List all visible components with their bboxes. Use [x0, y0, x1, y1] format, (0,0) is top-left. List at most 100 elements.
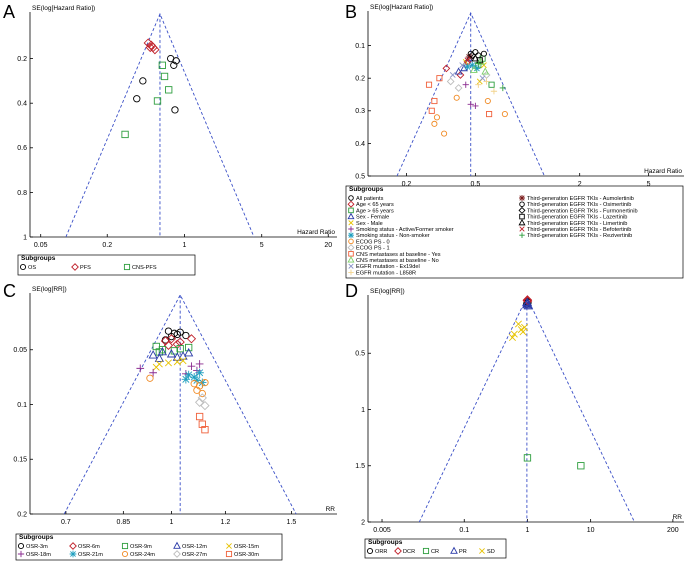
- x-tick-label: 0.1: [459, 527, 469, 534]
- series-sd: [508, 320, 529, 342]
- x-tick-label: 0.05: [34, 242, 48, 249]
- y-tick-label: 0.5: [355, 173, 365, 180]
- point-osr-18m: [149, 368, 157, 377]
- legend-label: SD: [487, 549, 495, 555]
- point-dcr: [523, 296, 533, 306]
- legend-label: All patients: [356, 196, 384, 202]
- legend-entry-cns-metastases-at-baseline-yes: CNS metastases at baseline - Yes: [348, 251, 441, 258]
- legend-label: OS: [28, 265, 36, 271]
- legend-marker: [519, 195, 525, 201]
- legend-label: ECOG PS - 0: [356, 239, 390, 245]
- legend-entry-osr-12m: OSR-12m: [173, 541, 207, 550]
- point-osr-18m: [187, 362, 196, 371]
- point-third-generation-egfr-tkis-osimertinib: [480, 50, 487, 57]
- y-tick-label: 0.1: [355, 43, 365, 50]
- point-cns-metastases-at-baseline-yes: [428, 107, 435, 114]
- point-egfr-mutation-l858r: [475, 81, 482, 88]
- x-tick-label: 1.2: [221, 519, 231, 526]
- point-os: [170, 61, 178, 69]
- legend-label: OSR-6m: [78, 544, 100, 550]
- series-osr-30m: [195, 412, 209, 434]
- y-axis-label: SE(log[Hazard Ratio]): [32, 5, 95, 12]
- y-tick-label: 0.1: [17, 402, 27, 409]
- legend-entry-smoking-status-non-smoker: Smoking status - Non-smoker: [348, 232, 430, 239]
- legend-box: [364, 538, 507, 559]
- point-smoking-status-non-smoker: [468, 61, 476, 69]
- y-tick-label: 0.5: [355, 351, 365, 358]
- legend-entry-osr-6m: OSR-6m: [69, 542, 100, 550]
- legend-label: CNS metastases at baseline - No: [356, 258, 439, 264]
- legend-marker: [69, 542, 77, 550]
- x-tick-label: 0.7: [61, 519, 71, 526]
- legend: Subgroups ORR DCR CR PR SD: [364, 538, 507, 559]
- point-cns-metastases-at-baseline-yes: [436, 75, 443, 82]
- legend-label: Third-generation EGFR TKIs - Aumolertini…: [527, 196, 634, 202]
- legend-box: [17, 254, 196, 276]
- legend-marker: [519, 232, 525, 238]
- y-tick-label: 1: [23, 234, 27, 241]
- point-pfs: [145, 42, 155, 53]
- legend-marker: [348, 195, 354, 201]
- point-osr-24m: [193, 386, 201, 394]
- point-osr-30m: [198, 420, 206, 428]
- legend-entry-ecog-ps-1: ECOG PS - 1: [347, 244, 390, 252]
- point-osr-18m: [195, 360, 204, 368]
- legend-entry-age-65-years: Age < 65 years: [347, 200, 394, 208]
- funnel-limits: [63, 294, 297, 515]
- legend-label: PR: [459, 549, 467, 555]
- point-egfr-mutation-ex19del: [479, 75, 486, 82]
- point-sd: [508, 333, 517, 342]
- legend-marker: [348, 269, 354, 276]
- point-third-generation-egfr-tkis-furmonertinib: [468, 51, 477, 60]
- legend-label: OSR-30m: [234, 552, 259, 558]
- x-tick-label: 0.005: [373, 527, 391, 534]
- legend-entry-sd: SD: [479, 548, 495, 555]
- legend-entry-third-generation-egfr-tkis-furmonertinib: Third-generation EGFR TKIs - Furmonertin…: [518, 206, 638, 214]
- point-osr-6m: [166, 334, 177, 344]
- legend-label: EGFR mutation - L858R: [356, 270, 416, 276]
- legend-title: Subgroups: [21, 255, 56, 262]
- point-osr-21m: [195, 368, 204, 377]
- legend-label: Age < 65 years: [356, 202, 394, 208]
- point-cns-metastases-at-baseline-yes: [425, 81, 433, 88]
- legend-entry-dcr: DCR: [394, 547, 415, 555]
- point-sd: [514, 320, 522, 328]
- legend-entry-third-generation-egfr-tkis-limertinib: Third-generation EGFR TKIs - Limertinib: [518, 218, 627, 227]
- legend-label: Smoking status - Active/Former smoker: [356, 227, 454, 233]
- legend-marker: [348, 220, 354, 226]
- series-third-generation-egfr-tkis-furmonertinib: [468, 51, 477, 60]
- legend-marker: [519, 226, 525, 232]
- legend-entry-osr-27m: OSR-27m: [173, 550, 207, 558]
- legend-entry-osr-9m: OSR-9m: [121, 542, 152, 550]
- legend-entry-sex-female: Sex - Female: [347, 212, 389, 221]
- point-third-generation-egfr-tkis-lazertinib: [476, 57, 483, 64]
- x-tick-label: 1: [525, 527, 529, 534]
- legend-label: OSR-15m: [234, 544, 259, 550]
- series-osr-18m: [136, 360, 204, 378]
- x-tick-label: 0.5: [471, 181, 481, 188]
- legend-label: Sex - Male: [356, 221, 383, 227]
- series-osr-24m: [146, 374, 209, 398]
- point-sd: [510, 330, 518, 338]
- point-sex-female: [454, 67, 463, 75]
- point-osr-21m: [192, 376, 202, 385]
- x-tick-label: 5: [647, 181, 651, 188]
- x-tick-label: 2: [578, 181, 582, 188]
- y-axis-label: SE(log[RR]): [370, 288, 405, 295]
- point-osr-12m: [148, 350, 158, 359]
- panel-d: 0.5 1 1.5 2 0.005 0.1 1 10 200 SE(log[RR]) RR Subgr…: [355, 288, 684, 559]
- legend-label: CNS-PFS: [132, 265, 157, 271]
- legend-entry-ecog-ps-0: ECOG PS - 0: [348, 238, 390, 245]
- legend-label: PFS: [80, 265, 91, 271]
- legend-label: CR: [431, 549, 439, 555]
- series-osr-15m: [152, 357, 187, 371]
- legend-entry-pfs: PFS: [71, 263, 91, 271]
- point-cns-metastases-at-baseline-no: [469, 65, 478, 73]
- point-third-generation-egfr-tkis-limertinib: [471, 54, 480, 62]
- point-egfr-mutation-ex19del: [459, 62, 466, 69]
- legend-box: [15, 533, 283, 561]
- point-cr: [577, 462, 585, 470]
- point-osr-15m: [152, 363, 160, 371]
- y-tick-label: 0.2: [17, 56, 27, 63]
- legend-label: Third-generation EGFR TKIs - Osimertinib: [527, 202, 631, 208]
